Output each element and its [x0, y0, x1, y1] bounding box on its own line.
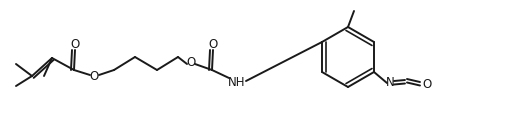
Text: N: N [386, 75, 395, 88]
Text: O: O [71, 38, 80, 51]
Text: NH: NH [228, 76, 246, 89]
Text: O: O [422, 78, 432, 91]
Text: O: O [186, 55, 195, 69]
Text: O: O [89, 71, 99, 84]
Text: O: O [208, 38, 218, 51]
